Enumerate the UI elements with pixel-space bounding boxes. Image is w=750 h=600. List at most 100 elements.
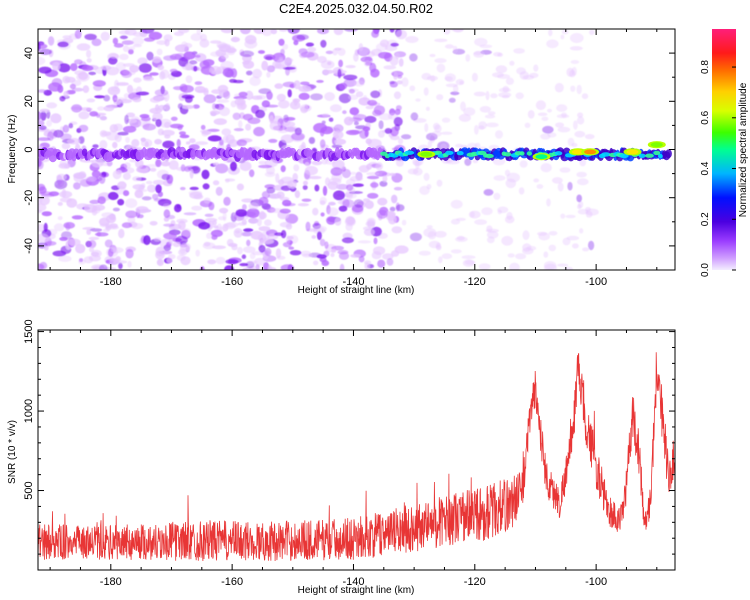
spectrogram-noise-blob [254,257,265,266]
spectrogram-noise-blob [47,36,55,46]
spectrogram-noise-blob [481,207,493,216]
spectrogram-noise-blob [327,61,332,66]
spectrogram-noise-blob [497,209,502,215]
spectrogram-noise-blob [441,253,453,260]
spectrogram-noise-blob [88,240,97,249]
spectrogram-noise-blob [107,191,119,201]
spectrogram-noise-blob [338,93,352,104]
spectrogram-noise-blob [225,47,237,54]
spectrogram-hot-spot [535,154,548,160]
spectrogram-noise-blob [319,139,326,149]
spectrogram-y-ticks: -40 -20 0 20 40 [23,28,675,271]
spectrogram-noise-blob [448,97,456,103]
spectrogram-noise-blob [506,172,520,183]
spectrogram-noise-blob [389,56,399,66]
spectrogram-noise-blob [279,208,291,214]
snr-frame [37,329,676,571]
spectrogram-noise-blob [391,194,398,204]
spectrogram-noise-blob [367,192,379,199]
spectrogram-noise-blob [141,196,152,201]
spectrogram-noise-blob [370,90,381,99]
spectrogram-noise-blob [241,219,247,225]
spectrogram-noise-blob [180,85,194,93]
spectrogram-noise-blob [379,113,393,121]
spectrogram-noise-blob [348,88,355,94]
spectrogram-noise-blob [89,228,103,232]
spectrogram-noise-blob [474,142,481,148]
spectrogram-noise-blob [291,132,305,141]
spectrogram-noise-blob [505,77,514,85]
spectrogram-noise-blob [548,231,558,236]
spectrogram-noise-blob [50,113,62,124]
spectrogram-noise-blob [258,244,266,253]
spectrogram-noise-blob [584,134,595,140]
spectrogram-noise-blob [200,33,207,42]
spectrogram-noise-blob [415,159,420,170]
spectrogram-noise-blob [398,58,404,67]
spectrogram-x-tick-label: -140 [342,276,364,288]
spectrogram-noise-blob [444,73,456,83]
spectrogram-noise-blob [280,48,285,56]
spectrogram-noise-blob [473,50,485,58]
spectrogram-noise-blob [238,91,248,97]
spectrogram-noise-blob [223,90,231,100]
spectrogram-noise-field [38,29,599,270]
spectrogram-noise-blob [554,82,564,93]
spectrogram-noise-blob [94,232,109,237]
spectrogram-noise-blob [91,38,102,47]
spectrogram-noise-blob [328,201,336,206]
spectrogram-noise-blob [564,266,573,270]
spectrogram-noise-blob [450,199,463,209]
spectrogram-x-tick-label: -160 [221,276,243,288]
spectrogram-noise-blob [38,233,50,243]
spectrogram-noise-blob [390,42,399,47]
spectrogram-noise-blob [331,144,343,149]
spectrogram-noise-blob [325,159,336,165]
spectrogram-noise-blob [378,120,384,130]
spectrogram-noise-blob [544,263,557,270]
spectrogram-noise-blob [342,199,355,208]
spectrogram-noise-blob [289,250,302,256]
spectrogram-noise-blob [122,172,131,180]
spectrogram-noise-blob [103,94,111,102]
spectrogram-noise-blob [119,53,129,61]
spectrogram-noise-blob [450,249,462,254]
spectrogram-noise-blob [112,141,118,149]
spectrogram-noise-blob [540,163,552,173]
spectrogram-noise-blob [169,68,178,73]
spectrogram-noise-blob [349,129,362,134]
spectrogram-noise-blob [180,41,188,52]
spectrogram-noise-blob [582,247,590,252]
spectrogram-noise-blob [330,167,343,176]
spectrogram-noise-blob [108,225,120,230]
spectrogram-noise-blob [76,43,91,51]
spectrogram-noise-blob [185,141,191,145]
spectrogram-noise-blob [142,123,156,131]
spectrogram-noise-blob [123,162,131,169]
spectrogram-noise-blob [249,252,256,260]
spectrogram-noise-blob [131,36,144,46]
spectrogram-noise-blob [471,72,478,82]
spectrogram-noise-blob [38,42,41,52]
spectrogram-noise-blob [313,260,319,266]
spectrogram-band-core [619,153,629,159]
spectrogram-noise-blob [389,206,396,212]
spectrogram-noise-blob [261,29,273,37]
spectrogram-noise-blob [423,172,430,181]
spectrogram-noise-blob [261,100,271,108]
spectrogram-noise-blob [537,112,548,117]
spectrogram-noise-blob [265,56,273,61]
spectrogram-noise-blob [339,82,348,90]
spectrogram-noise-blob [43,222,48,232]
spectrogram-noise-blob [157,104,166,111]
spectrogram-noise-blob [562,237,571,246]
spectrogram-noise-blob [239,161,252,172]
spectrogram-noise-blob [161,173,171,181]
spectrogram-noise-blob [573,120,578,130]
spectrogram-band-core [404,150,415,155]
spectrogram-noise-blob [243,228,254,232]
spectrogram-noise-blob [438,256,443,264]
spectrogram-noise-blob [268,138,278,143]
spectrogram-noise-blob [90,251,100,257]
spectrogram-noise-blob [393,186,403,191]
